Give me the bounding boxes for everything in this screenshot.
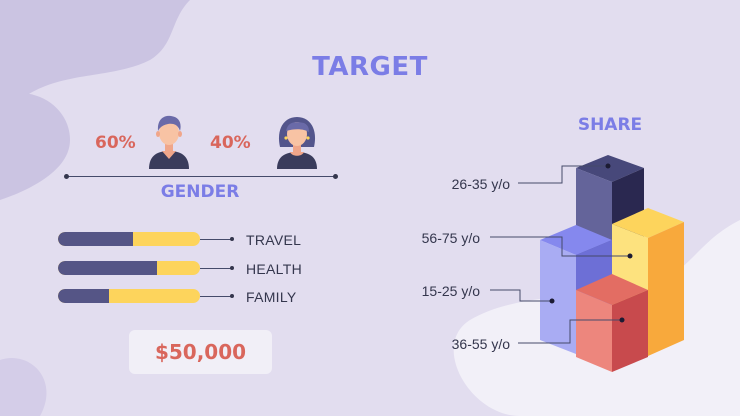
gender-divider <box>66 176 335 177</box>
gender-divider-end-dot <box>333 174 338 179</box>
health-connector <box>200 268 232 269</box>
connector-dot-15-25 <box>549 298 555 304</box>
travel-bar-fill <box>58 232 134 246</box>
family-label: FAMILY <box>246 289 297 305</box>
man-avatar-icon <box>149 115 189 169</box>
travel-bar <box>58 232 200 246</box>
connector-dot-26-35 <box>605 163 611 169</box>
age-label-56-75: 56-75 y/o <box>421 230 480 246</box>
travel-connector <box>200 239 232 240</box>
travel-label: TRAVEL <box>246 232 302 248</box>
age-label-15-25: 15-25 y/o <box>421 283 480 299</box>
connector-56-75 <box>490 236 630 257</box>
age-label-26-35: 26-35 y/o <box>451 176 510 192</box>
male-percentage: 60% <box>95 133 136 153</box>
bar-36-55 <box>576 274 648 372</box>
budget-value: $50,000 <box>129 330 272 374</box>
family-connector <box>200 296 232 297</box>
family-bar <box>58 289 200 303</box>
health-bar <box>58 261 200 275</box>
connector-dot-56-75 <box>627 253 633 259</box>
age-label-36-55: 36-55 y/o <box>451 336 510 352</box>
female-percentage: 40% <box>210 133 251 153</box>
health-bar-fill <box>58 261 158 275</box>
travel-connector-dot <box>230 237 234 241</box>
woman-avatar-icon <box>277 117 317 169</box>
family-bar-fill <box>58 289 110 303</box>
health-connector-dot <box>230 266 234 270</box>
share-title: SHARE <box>577 115 643 135</box>
gender-label: GENDER <box>160 182 240 202</box>
connector-26-35 <box>518 165 608 184</box>
page-title: TARGET <box>312 52 428 82</box>
family-connector-dot <box>230 294 234 298</box>
connector-dot-36-55 <box>619 317 625 323</box>
share-connectors <box>490 165 630 344</box>
health-label: HEALTH <box>246 261 302 277</box>
connector-15-25 <box>490 289 552 302</box>
connector-36-55 <box>518 319 622 344</box>
gender-divider-start-dot <box>64 174 69 179</box>
